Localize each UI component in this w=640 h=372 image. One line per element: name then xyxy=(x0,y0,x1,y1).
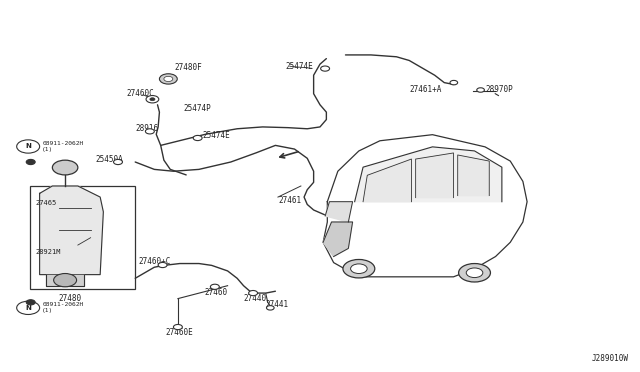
Circle shape xyxy=(450,80,458,85)
Text: 27460+C: 27460+C xyxy=(138,257,171,266)
Circle shape xyxy=(113,160,122,164)
Circle shape xyxy=(159,74,177,84)
Text: 28916: 28916 xyxy=(135,124,158,133)
Polygon shape xyxy=(363,159,412,202)
Polygon shape xyxy=(415,153,454,198)
Circle shape xyxy=(150,98,155,101)
Text: J289010W: J289010W xyxy=(592,354,629,363)
Circle shape xyxy=(146,96,159,103)
Polygon shape xyxy=(458,155,489,196)
Circle shape xyxy=(459,263,490,282)
Circle shape xyxy=(26,160,35,164)
Circle shape xyxy=(467,268,483,278)
Text: 25474P: 25474P xyxy=(183,104,211,113)
Polygon shape xyxy=(323,222,353,257)
Polygon shape xyxy=(325,202,353,222)
Text: 27460: 27460 xyxy=(204,288,227,297)
Circle shape xyxy=(158,262,167,267)
Polygon shape xyxy=(46,275,84,286)
Text: 28970P: 28970P xyxy=(486,85,513,94)
Text: 28921M: 28921M xyxy=(35,250,61,256)
Text: 25450A: 25450A xyxy=(96,155,124,164)
Text: 27461: 27461 xyxy=(278,196,301,205)
Text: 27440: 27440 xyxy=(244,294,267,303)
Circle shape xyxy=(164,76,173,81)
Circle shape xyxy=(351,264,367,273)
Text: N: N xyxy=(25,144,31,150)
Polygon shape xyxy=(40,186,103,275)
Circle shape xyxy=(193,135,202,141)
Polygon shape xyxy=(323,135,527,277)
Text: 27441: 27441 xyxy=(266,300,289,309)
Circle shape xyxy=(321,66,330,71)
Text: 08911-2062H
(1): 08911-2062H (1) xyxy=(42,302,83,313)
Circle shape xyxy=(173,324,182,330)
Text: 27460C: 27460C xyxy=(126,89,154,98)
Text: 27461+A: 27461+A xyxy=(409,85,442,94)
Circle shape xyxy=(248,291,257,296)
Text: 25474E: 25474E xyxy=(285,61,313,71)
Text: 27465: 27465 xyxy=(35,200,56,206)
Circle shape xyxy=(52,160,78,175)
Circle shape xyxy=(26,300,35,305)
Text: 27480: 27480 xyxy=(59,294,82,303)
Circle shape xyxy=(211,284,220,289)
Text: 27480F: 27480F xyxy=(175,63,202,72)
Text: 25474E: 25474E xyxy=(202,131,230,140)
Polygon shape xyxy=(355,147,502,202)
Circle shape xyxy=(477,88,484,92)
Text: 08911-2062H
(1): 08911-2062H (1) xyxy=(42,141,83,152)
FancyBboxPatch shape xyxy=(30,186,135,289)
Text: 27460E: 27460E xyxy=(166,328,193,337)
Circle shape xyxy=(54,273,77,287)
Circle shape xyxy=(266,306,274,310)
Circle shape xyxy=(343,260,375,278)
Circle shape xyxy=(145,129,154,134)
Text: N: N xyxy=(25,305,31,311)
